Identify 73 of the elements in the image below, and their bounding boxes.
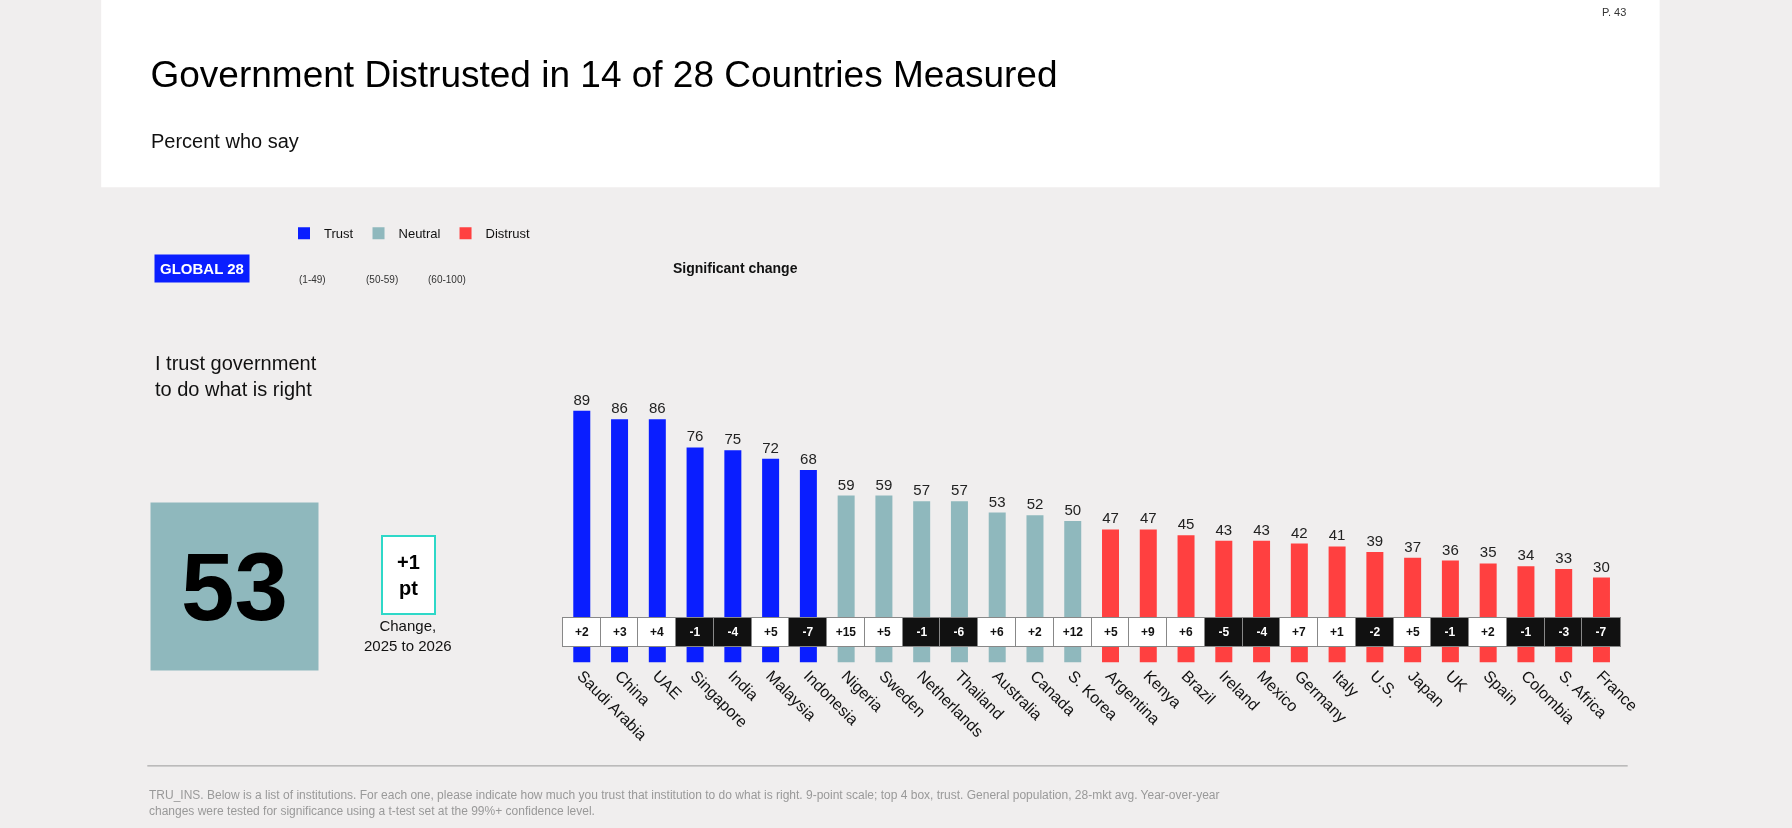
text: (1-49) — [299, 274, 326, 285]
annotation: -1 — [1444, 625, 1456, 639]
annotation: +4 — [650, 625, 664, 639]
annotation: -6 — [953, 625, 965, 639]
data-label: 86 — [648, 399, 666, 417]
data-label: 36 — [1442, 540, 1459, 558]
text: Change, 2025 to 2026 — [364, 617, 452, 654]
text: P. 43 — [1602, 6, 1627, 18]
text: (60-100) — [428, 274, 466, 285]
data-label: 43 — [1253, 520, 1270, 538]
chart-title: Government Distrusted in 14 of 28 Countries Measured — [150, 54, 1058, 96]
data-label: 41 — [1328, 526, 1346, 544]
data-label: 37 — [1404, 537, 1421, 555]
data-label: 47 — [1139, 509, 1157, 527]
annotation: +5 — [1406, 625, 1420, 639]
data-label: 34 — [1517, 546, 1535, 564]
text: Significant change — [673, 260, 798, 276]
data-label: 45 — [1177, 515, 1195, 533]
annotation: +6 — [990, 625, 1004, 639]
data-label: 89 — [573, 390, 591, 408]
text: TRU_INS. Below is a list of institutions. For each one, please indicate how much you trust that institution to do what is right. 9-point scale; top 4 box, trust. General population, 28-mkt avg. Year-over-year changes were tested for significance using a t-test set at the 99%+ confidence level. — [149, 788, 1220, 818]
text: 53 — [181, 533, 288, 640]
data-label: 43 — [1215, 520, 1233, 538]
data-label: 72 — [762, 438, 779, 456]
x-tick-label: UK — [1442, 667, 1471, 696]
annotation: +2 — [1028, 625, 1042, 639]
legend-label: Trust — [324, 226, 354, 242]
annotation: +2 — [1481, 625, 1495, 639]
data-label: 52 — [1026, 495, 1044, 513]
annotation: +3 — [613, 625, 627, 639]
data-label: 57 — [913, 481, 931, 499]
data-label: 42 — [1291, 523, 1308, 541]
data-label: 33 — [1555, 549, 1573, 567]
data-label: 59 — [875, 475, 893, 493]
annotation: +5 — [1104, 625, 1118, 639]
data-label: 39 — [1366, 532, 1384, 550]
data-label: 68 — [800, 450, 817, 468]
annotation: -7 — [802, 625, 814, 639]
annotation: +1 — [1330, 625, 1344, 639]
annotation: +15 — [835, 625, 857, 639]
annotation: +2 — [575, 625, 589, 639]
text: (50-59) — [366, 274, 399, 285]
data-label: 59 — [837, 475, 855, 493]
legend-label: Distrust — [485, 226, 530, 242]
annotation: +5 — [877, 625, 891, 639]
annotation: -4 — [727, 625, 739, 639]
data-label: 35 — [1479, 543, 1497, 561]
annotation: -2 — [1369, 625, 1381, 639]
annotation: -1 — [1520, 625, 1532, 639]
annotation: -5 — [1218, 625, 1230, 639]
data-label: 76 — [686, 427, 704, 445]
text: I trust government to do what is right — [155, 352, 317, 400]
data-label: 30 — [1593, 557, 1610, 575]
data-label: 86 — [611, 399, 628, 417]
data-label: 53 — [988, 492, 1006, 510]
text: +1 pt — [397, 551, 420, 599]
data-label: 47 — [1102, 509, 1119, 527]
annotation: +6 — [1179, 625, 1193, 639]
annotation: +9 — [1141, 625, 1155, 639]
text: GLOBAL 28 — [160, 260, 244, 277]
annotation: -1 — [916, 625, 928, 639]
annotation: -3 — [1558, 625, 1570, 639]
annotation: +12 — [1062, 625, 1084, 639]
legend-label: Neutral — [398, 226, 441, 242]
annotation: -1 — [689, 625, 701, 639]
annotation: -4 — [1256, 625, 1268, 639]
data-label: 50 — [1064, 500, 1082, 518]
annotation: +5 — [764, 625, 778, 639]
data-label: 57 — [951, 481, 968, 499]
annotation: -7 — [1595, 625, 1607, 639]
annotation: +7 — [1292, 625, 1306, 639]
data-label: 75 — [724, 430, 742, 448]
text: Percent who say — [151, 130, 299, 152]
